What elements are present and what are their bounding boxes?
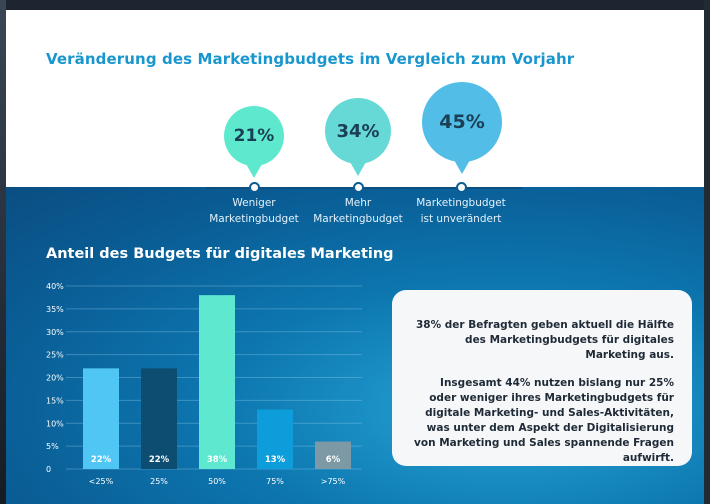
bar-data-label: 22% bbox=[149, 455, 170, 465]
page-title: Veränderung des Marketingbudgets im Verg… bbox=[46, 50, 575, 68]
timeline-label-mehr-line2: Marketingbudget bbox=[313, 213, 403, 225]
x-category-label: 75% bbox=[266, 477, 284, 486]
bar-data-label: 6% bbox=[326, 455, 341, 465]
background-right-edge bbox=[704, 0, 710, 504]
bubble-unveraendert: 45% bbox=[422, 82, 502, 162]
y-tick-label: 10% bbox=[46, 419, 64, 428]
bar-data-label: 13% bbox=[265, 455, 286, 465]
timeline-label-weniger-line1: Weniger bbox=[232, 197, 276, 209]
bar-data-label: 22% bbox=[91, 455, 112, 465]
timeline-label-unveraendert-line2: ist unverändert bbox=[420, 213, 502, 225]
y-tick-label: 30% bbox=[46, 328, 64, 337]
y-tick-label: 15% bbox=[46, 396, 64, 405]
x-category-label: 50% bbox=[208, 477, 226, 486]
bar bbox=[141, 368, 177, 469]
bar-data-label: 38% bbox=[207, 455, 228, 465]
background-left-edge bbox=[0, 0, 6, 504]
bubble-weniger: 21% bbox=[224, 106, 284, 166]
bubble-unveraendert-value: 45% bbox=[439, 111, 485, 133]
info-box: 38% der Befragten geben aktuell die Hälf… bbox=[392, 290, 692, 466]
x-category-label: >75% bbox=[321, 477, 346, 486]
timeline-line bbox=[206, 187, 522, 189]
timeline-label-mehr-line1: Mehr bbox=[344, 197, 372, 209]
timeline-label-mehr: Mehr Marketingbudget bbox=[303, 195, 413, 227]
timeline-dot-unveraendert bbox=[456, 182, 467, 193]
y-tick-label: 0 bbox=[46, 465, 51, 474]
bubble-weniger-value: 21% bbox=[233, 126, 275, 146]
bar bbox=[83, 368, 119, 469]
bar bbox=[257, 409, 293, 469]
timeline-label-unveraendert-line1: Marketingbudget bbox=[416, 197, 506, 209]
infographic-page: Veränderung des Marketingbudgets im Verg… bbox=[6, 10, 704, 504]
x-category-label: 25% bbox=[150, 477, 168, 486]
bubble-mehr: 34% bbox=[325, 98, 391, 164]
y-tick-label: 35% bbox=[46, 305, 64, 314]
bar bbox=[315, 441, 351, 469]
y-tick-label: 5% bbox=[46, 442, 59, 451]
timeline-label-unveraendert: Marketingbudget ist unverändert bbox=[406, 195, 516, 227]
y-tick-label: 40% bbox=[46, 282, 64, 291]
bar-chart: 0 5% 10% 15% 20% 25% 30% 35% 40% 22% <25% 22% 25% 38%… bbox=[46, 282, 362, 486]
timeline-label-weniger-line2: Marketingbudget bbox=[209, 213, 299, 225]
info-paragraph-1: 38% der Befragten geben aktuell die Hälf… bbox=[415, 319, 674, 361]
y-tick-label: 25% bbox=[46, 351, 64, 360]
chart-title: Anteil des Budgets für digitales Marketi… bbox=[46, 246, 394, 262]
y-tick-label: 20% bbox=[46, 374, 64, 383]
bar bbox=[199, 295, 235, 469]
timeline-label-weniger: Weniger Marketingbudget bbox=[199, 195, 309, 227]
timeline-dot-mehr bbox=[353, 182, 364, 193]
timeline-dot-weniger bbox=[249, 182, 260, 193]
bubble-mehr-value: 34% bbox=[336, 120, 380, 142]
x-category-label: <25% bbox=[89, 477, 114, 486]
info-paragraph-2: Insgesamt 44% nutzen bislang nur 25% ode… bbox=[414, 377, 674, 464]
